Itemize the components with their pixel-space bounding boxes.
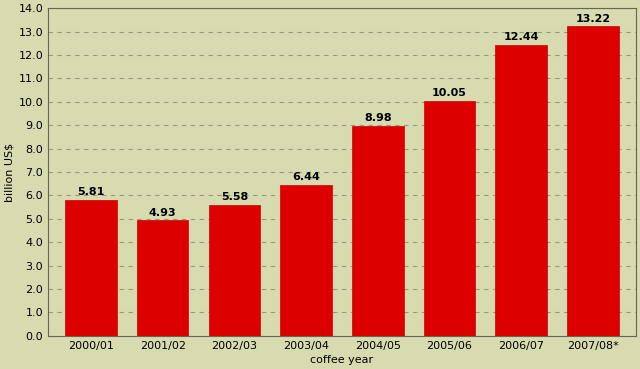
Bar — [209, 205, 260, 336]
Text: 6.44: 6.44 — [292, 172, 320, 182]
Bar — [495, 45, 547, 336]
Text: 5.81: 5.81 — [77, 187, 105, 197]
Text: 12.44: 12.44 — [504, 32, 539, 42]
Bar — [137, 220, 188, 336]
Text: 8.98: 8.98 — [364, 113, 392, 123]
Bar — [352, 126, 404, 336]
Bar — [567, 27, 619, 336]
Text: 13.22: 13.22 — [575, 14, 611, 24]
X-axis label: coffee year: coffee year — [310, 355, 374, 365]
Bar — [424, 101, 476, 336]
Y-axis label: billion US$: billion US$ — [4, 142, 14, 201]
Text: 10.05: 10.05 — [432, 88, 467, 98]
Text: 4.93: 4.93 — [149, 208, 177, 218]
Text: 5.58: 5.58 — [221, 192, 248, 203]
Bar — [65, 200, 116, 336]
Bar — [280, 185, 332, 336]
